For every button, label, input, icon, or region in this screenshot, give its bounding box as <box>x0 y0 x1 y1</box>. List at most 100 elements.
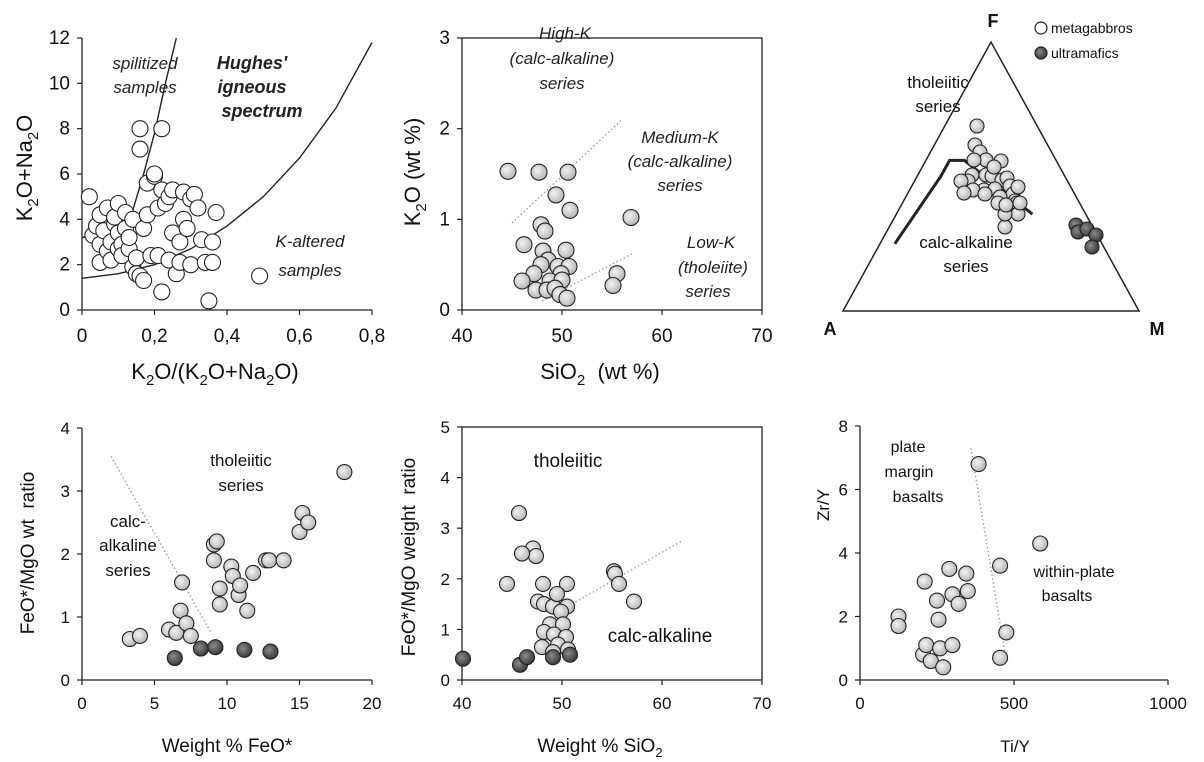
panel-5-points <box>454 504 643 673</box>
panel-1-ylabel: K2O+Na2O <box>12 115 42 222</box>
legend-marker-ultramafics <box>1034 46 1048 60</box>
annotation-high-k-series: series <box>539 74 585 93</box>
data-point <box>182 256 200 274</box>
annotation-p4-series: series <box>218 476 263 495</box>
y-tick-label: 0 <box>61 671 70 690</box>
x-tick-label: 50 <box>551 326 572 347</box>
x-tick-label: 0,4 <box>214 326 241 347</box>
x-tick-label: 500 <box>1000 694 1028 713</box>
y-tick-label: 1 <box>439 209 450 230</box>
data-point <box>977 186 993 202</box>
annotation-p6-basalts-2: basalts <box>1042 588 1093 605</box>
plot-frame <box>461 37 763 311</box>
data-point <box>182 627 199 644</box>
annotation-tholeiitic-series: tholeiitic <box>907 73 969 92</box>
data-point <box>992 557 1009 574</box>
data-point <box>127 249 145 267</box>
panel-5-xlabel: Weight % SiO2 <box>537 736 662 760</box>
annotation-k-altered-samples: samples <box>278 261 342 280</box>
legend-label-metagabbros: metagabbros <box>1051 20 1133 36</box>
data-point <box>232 577 249 594</box>
annotation-igneous: igneous <box>217 77 286 97</box>
panel-4-boundaries <box>110 456 212 634</box>
x-tick-label: 15 <box>290 694 309 713</box>
y-tick-label: 2 <box>59 255 70 276</box>
x-tick-label: 60 <box>651 326 672 347</box>
data-point <box>992 649 1009 666</box>
panel-4-xlabel: Weight % FeO* <box>162 736 293 757</box>
data-point <box>171 233 189 251</box>
annotation-spectrum: spectrum <box>221 101 302 121</box>
annotation-p4-tholeiitic: tholeiitic <box>210 451 272 470</box>
data-point <box>1084 239 1100 255</box>
data-point <box>966 152 982 168</box>
panel-4-feo-ratio: 0 1 2 3 4 0 5 10 15 20 FeO*/MgO wt ratio Weight %… <box>18 419 381 757</box>
y-tick-label: 2 <box>439 119 450 140</box>
data-point <box>527 547 545 565</box>
data-point <box>958 565 975 582</box>
data-point <box>208 533 225 550</box>
y-tick-label: 6 <box>59 164 70 185</box>
data-point <box>336 464 353 481</box>
data-point <box>499 162 517 180</box>
data-point <box>205 552 222 569</box>
x-tick-label: 5 <box>150 694 159 713</box>
panel-4-axes: 0 1 2 3 4 0 5 10 15 20 <box>61 419 382 713</box>
panel-3-afm-ternary: F A M tholeiitic series calc-alkaline se… <box>824 11 1165 339</box>
data-point <box>998 624 1015 641</box>
data-point <box>207 639 224 656</box>
data-point <box>1012 195 1028 211</box>
data-point <box>518 649 536 666</box>
data-point <box>207 203 225 222</box>
data-point <box>997 219 1013 235</box>
annotation-high-k-calc: (calc-alkaline) <box>510 49 615 68</box>
data-point <box>145 165 164 183</box>
data-point <box>548 585 566 603</box>
data-point <box>513 272 531 290</box>
y-tick-label: 4 <box>839 544 848 563</box>
data-point <box>515 236 533 254</box>
panel-2-points <box>499 162 640 307</box>
data-point <box>559 163 577 181</box>
data-point <box>547 186 565 204</box>
data-point <box>610 575 628 592</box>
data-point <box>262 643 279 660</box>
data-point <box>558 289 576 307</box>
data-point <box>1032 535 1049 552</box>
data-point <box>211 580 228 597</box>
data-point <box>189 199 207 217</box>
data-point <box>930 611 947 628</box>
annotation-tholeiitic-series-2: series <box>915 97 960 116</box>
panel-4-points <box>121 464 353 667</box>
annotation-medium-k-series: series <box>657 176 703 195</box>
data-point <box>544 649 562 666</box>
y-tick-label: 10 <box>49 73 70 94</box>
y-tick-label: 8 <box>839 417 848 436</box>
data-point <box>916 573 933 590</box>
y-tick-label: 4 <box>441 469 450 488</box>
x-tick-label: 10 <box>218 694 237 713</box>
data-point <box>153 120 171 138</box>
boundary-line-high-medium <box>511 119 623 224</box>
data-point <box>454 650 472 667</box>
annotation-p6-basalts: basalts <box>893 489 944 506</box>
panel-1-xlabel: K2O/(K2O+Na2O) <box>131 359 299 389</box>
ternary-triangle <box>841 40 1141 312</box>
data-point <box>203 233 222 251</box>
data-point <box>200 292 218 310</box>
y-tick-label: 3 <box>61 482 70 501</box>
data-point <box>561 646 579 663</box>
x-tick-label: 0,8 <box>359 326 385 347</box>
data-point <box>622 208 640 227</box>
data-point <box>530 163 548 181</box>
data-point <box>928 592 946 609</box>
annotation-medium-k: Medium-K <box>641 128 719 147</box>
y-tick-label: 0 <box>839 671 848 690</box>
data-point <box>498 575 516 592</box>
data-point <box>956 185 972 201</box>
annotation-medium-k-calc: (calc-alkaline) <box>628 152 733 171</box>
panel-5-boundaries <box>571 540 683 605</box>
panel-6-axes: 0 2 4 6 8 0 500 1000 <box>839 417 1187 713</box>
y-tick-label: 5 <box>441 418 450 437</box>
